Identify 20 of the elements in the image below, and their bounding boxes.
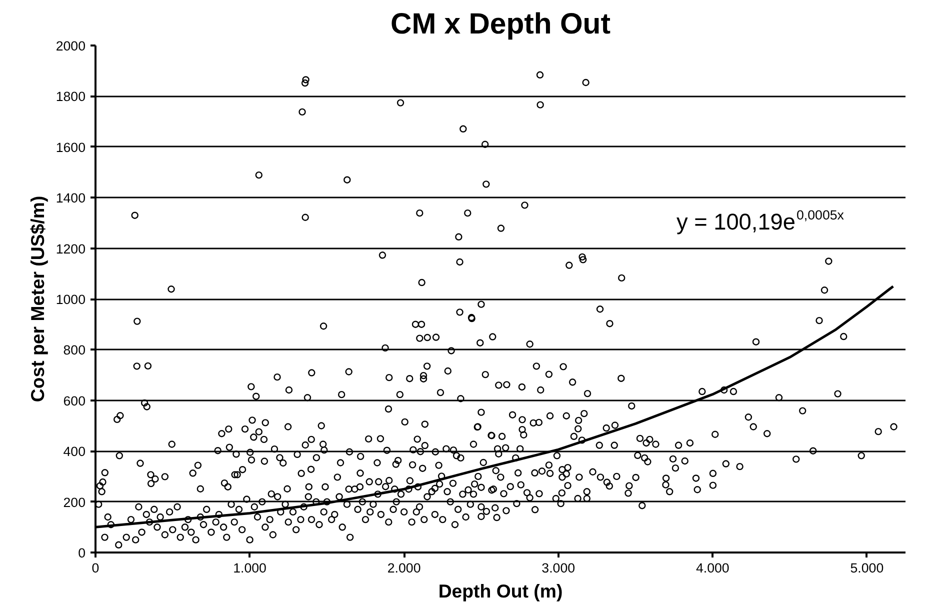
y-tick-label: 1800 — [56, 89, 86, 104]
x-tick-label: 2.000 — [387, 560, 421, 576]
y-tick-label: 600 — [63, 393, 86, 408]
y-axis-title: Cost per Meter (US$/m) — [26, 196, 48, 402]
y-tick-label: 1600 — [56, 140, 86, 155]
x-tick-label: 1.000 — [233, 560, 266, 576]
y-tick-label: 400 — [63, 444, 86, 460]
y-tick-label: 1000 — [56, 292, 86, 307]
x-tick-label: 4.000 — [696, 560, 730, 576]
x-tick-label: 0 — [92, 560, 100, 576]
y-tick-label: 0 — [78, 546, 86, 560]
x-tick-label: 5.000 — [850, 560, 884, 576]
chart-title: CM x Depth Out — [390, 8, 611, 40]
y-tick-label: 2000 — [56, 38, 86, 54]
y-tick-label: 1400 — [56, 190, 86, 206]
y-tick-label: 200 — [63, 494, 86, 510]
y-tick-label: 1200 — [56, 241, 86, 256]
x-axis-title: Depth Out (m) — [438, 580, 563, 602]
y-tick-label: 800 — [63, 342, 86, 358]
x-tick-label: 3.000 — [542, 560, 576, 576]
